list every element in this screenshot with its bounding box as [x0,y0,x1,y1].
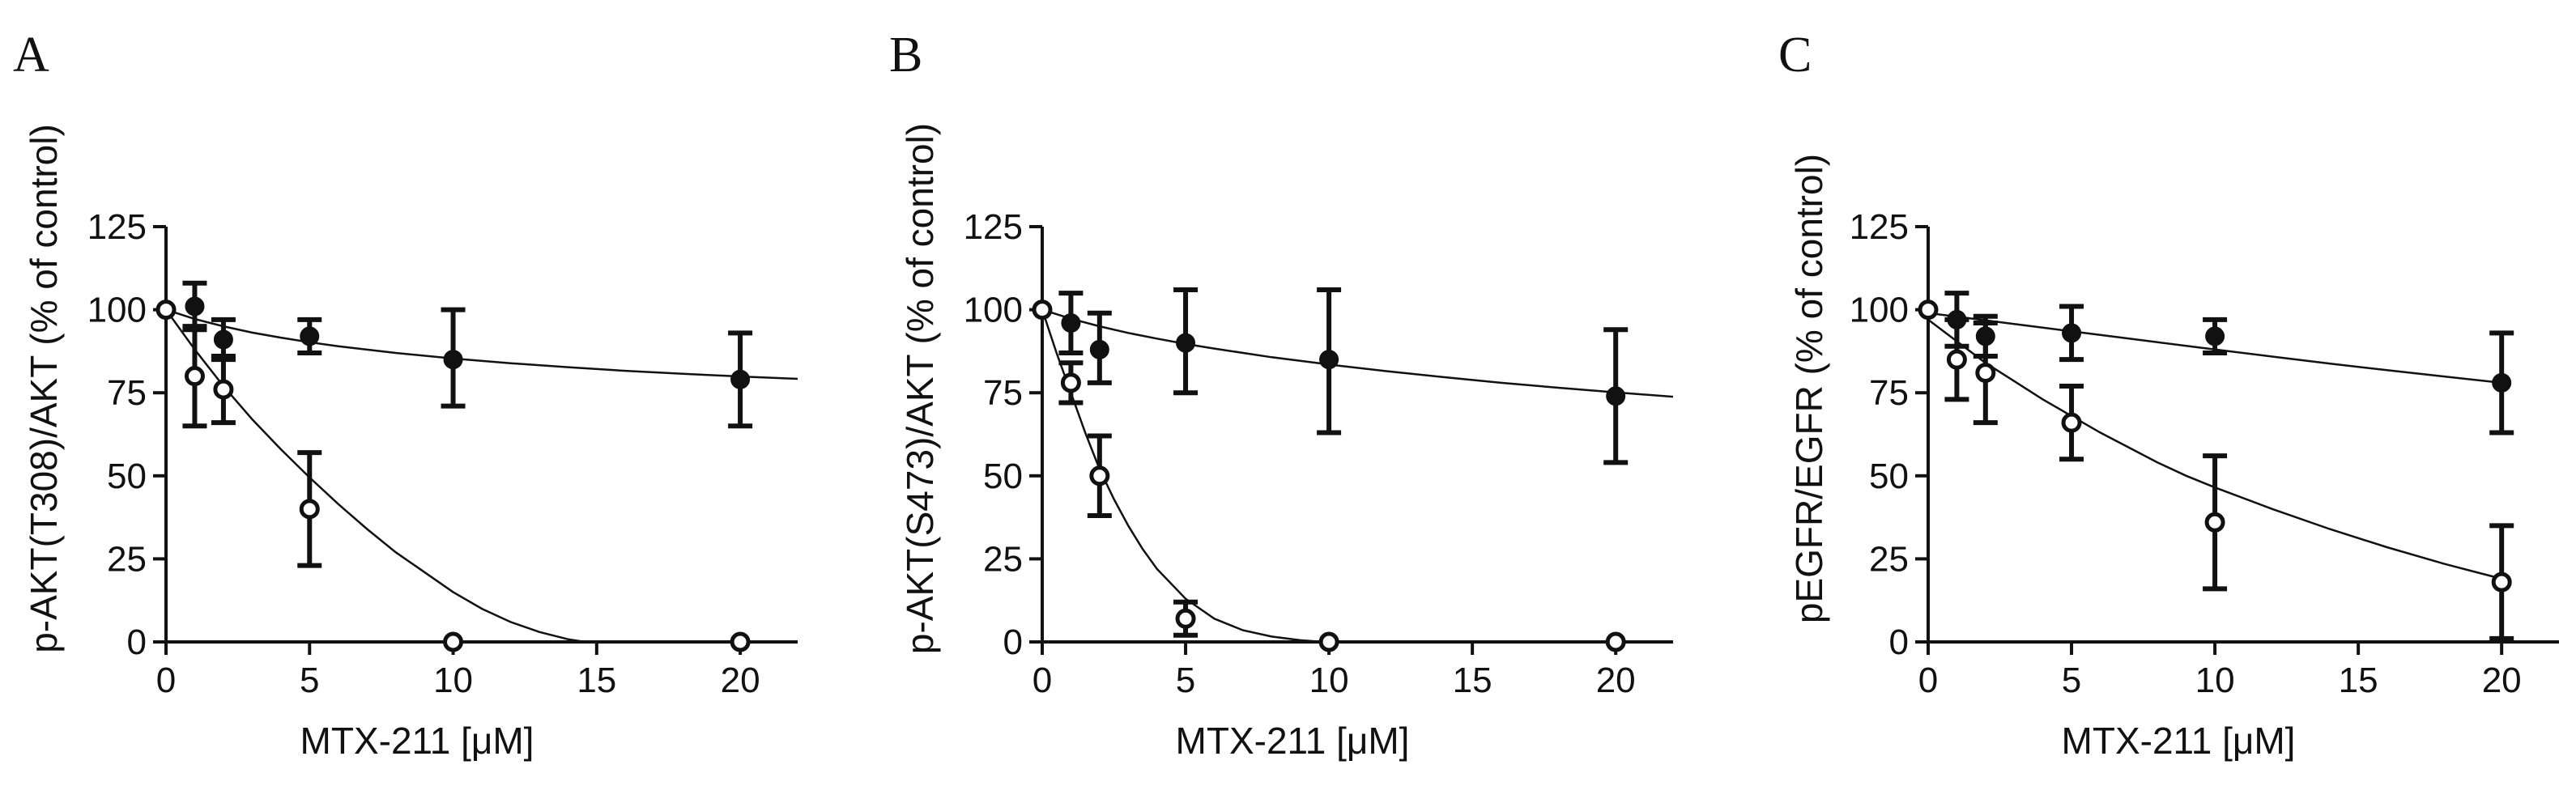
y-tick-label: 50 [107,457,147,496]
data-point-open [730,631,751,652]
data-point-open [155,300,177,321]
x-tick-label: 10 [2195,661,2235,700]
panel-label: B [889,28,922,83]
data-point-open [1975,363,1996,384]
x-axis-title: MTX-211 [μM] [2062,720,2296,762]
data-point-filled [2492,372,2512,393]
x-tick-label: 20 [721,661,760,700]
data-point-filled [1089,339,1109,359]
y-tick-label: 125 [87,207,147,247]
panel-a: A p-AKT(T308)/AKT (% of control) MTX-211… [13,28,798,762]
y-tick-label: 50 [1869,457,1909,496]
fit-curve-open [164,308,585,644]
data-point-open [1318,631,1339,652]
fit-curve-open [1927,318,2502,580]
y-tick-label: 75 [983,373,1023,413]
y-axis-title: pEGFR/EGFR (% of control) [1788,154,1830,623]
data-point-open [1060,372,1081,393]
data-point-open [2204,512,2225,533]
y-tick-label: 125 [1850,207,1909,247]
y-tick-label: 75 [107,373,147,413]
y-tick-label: 100 [87,291,147,330]
x-tick-label: 0 [1918,661,1938,700]
y-tick-label: 0 [1889,622,1909,662]
data-point-filled [2062,323,2082,343]
x-ticks: 0 5 10 15 20 [1033,661,1636,700]
data-point-filled [300,326,320,346]
panel-label: A [13,28,49,83]
plot-area [153,225,798,655]
y-ticks: 0 25 50 75 100 125 [1850,207,1909,662]
x-tick-label: 5 [300,661,319,700]
data-point-filled [1061,313,1081,334]
x-axis-title: MTX-211 [μM] [300,720,534,762]
y-tick-label: 0 [1003,622,1023,662]
plot-area [1915,225,2559,655]
x-tick-label: 5 [2062,661,2081,700]
data-point-open [184,366,205,387]
y-tick-label: 0 [127,622,147,662]
y-tick-label: 100 [1850,291,1909,330]
x-tick-label: 10 [1309,661,1349,700]
x-ticks: 0 5 10 15 20 [1918,661,2522,700]
y-tick-label: 25 [107,539,147,579]
x-tick-label: 15 [577,661,616,700]
data-point-open [1175,608,1196,629]
y-tick-label: 50 [983,457,1023,496]
data-point-filled [443,350,463,370]
data-point-filled [730,369,751,389]
data-point-open [1089,465,1110,486]
y-tick-label: 125 [964,207,1023,247]
data-point-filled [1947,309,1967,329]
data-point-filled [1606,386,1626,406]
panel-c: C pEGFR/EGFR (% of control) MTX-211 [μM]… [1778,28,2559,762]
data-point-open [1032,300,1053,321]
data-point-filled [2205,326,2225,346]
y-tick-label: 25 [983,539,1023,579]
x-tick-label: 20 [1596,661,1636,700]
x-tick-label: 15 [2339,661,2378,700]
x-tick-label: 5 [1176,661,1195,700]
data-point-filled [213,329,233,350]
y-axis-title: p-AKT(S473)/AKT (% of control) [899,123,941,654]
data-point-open [1918,300,1939,321]
data-point-filled [1176,333,1196,353]
y-tick-label: 25 [1869,539,1909,579]
x-tick-label: 0 [1033,661,1052,700]
data-point-open [2491,571,2512,593]
data-point-filled [1319,350,1339,370]
x-tick-label: 15 [1453,661,1492,700]
fit-curve-open [1041,309,1324,644]
plot-area [1029,225,1674,655]
data-point-open [2061,412,2082,433]
data-point-open [213,379,234,400]
fit-curve-filled [165,308,798,380]
data-point-filled [185,296,205,317]
panel-b: B p-AKT(S473)/AKT (% of control) MTX-211… [889,28,1674,762]
y-tick-label: 100 [964,291,1023,330]
data-point-open [1605,631,1626,652]
data-point-open [299,499,320,520]
fit-curve-filled [1041,308,1674,398]
data-point-open [443,631,464,652]
data-point-open [1946,349,1967,370]
panel-label: C [1778,28,1812,83]
x-ticks: 0 5 10 15 20 [156,661,760,700]
x-tick-label: 0 [156,661,176,700]
x-axis-title: MTX-211 [μM] [1176,720,1410,762]
x-tick-label: 20 [2482,661,2522,700]
x-tick-label: 10 [433,661,473,700]
y-tick-label: 75 [1869,373,1909,413]
y-ticks: 0 25 50 75 100 125 [87,207,147,662]
data-point-filled [1975,326,1995,346]
y-ticks: 0 25 50 75 100 125 [964,207,1023,662]
y-axis-title: p-AKT(T308)/AKT (% of control) [23,124,65,653]
